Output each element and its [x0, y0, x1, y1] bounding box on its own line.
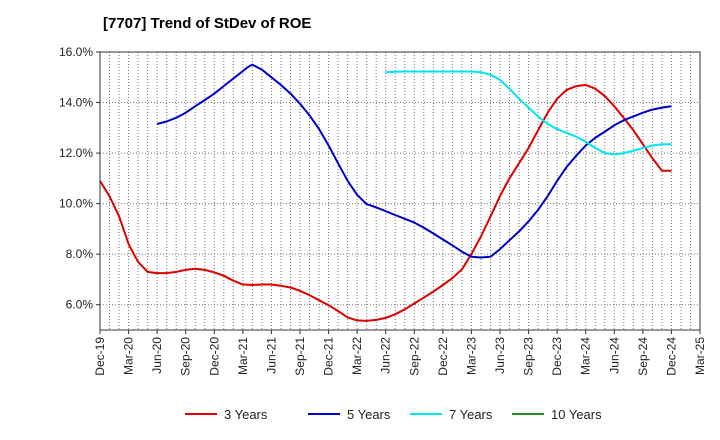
x-tick-label: Sep-22: [407, 337, 421, 376]
x-tick-label: Dec-22: [436, 337, 450, 376]
x-tick-label: Sep-24: [636, 337, 650, 376]
x-tick-label: Dec-21: [322, 337, 336, 376]
grid-lines: [100, 51, 700, 330]
x-tick-label: Dec-23: [550, 337, 564, 376]
x-tick-label: Dec-19: [93, 337, 107, 376]
x-tick-label: Mar-22: [350, 337, 364, 375]
y-tick-label: 14.0%: [59, 96, 93, 110]
plot-area: [99, 51, 701, 331]
x-tick-label: Dec-20: [207, 337, 221, 376]
x-tick-label: Sep-21: [293, 337, 307, 376]
x-axis: Dec-19 Mar-20 Jun-20 Sep-20 Dec-20 Mar-21 Jun-…: [93, 330, 707, 376]
legend-label-10-years: 10 Years: [551, 407, 602, 422]
legend-label-3-years: 3 Years: [224, 407, 268, 422]
series-line-5-years: [156, 63, 672, 259]
x-tick-label: Dec-24: [664, 337, 678, 376]
series-layer: [99, 63, 672, 322]
x-tick-label: Sep-23: [522, 337, 536, 376]
y-tick-label: 12.0%: [59, 146, 93, 160]
x-tick-label: Mar-25: [693, 337, 707, 375]
y-tick-label: 10.0%: [59, 197, 93, 211]
x-tick-label: Sep-20: [179, 337, 193, 376]
x-tick-label: Mar-20: [122, 337, 136, 375]
x-tick-label: Mar-23: [464, 337, 478, 375]
chart-title: [7707] Trend of StDev of ROE: [103, 15, 311, 32]
y-tick-label: 6.0%: [66, 298, 94, 312]
y-tick-label: 16.0%: [59, 45, 93, 59]
x-tick-label: Jun-21: [264, 337, 278, 374]
series-line-3-years: [99, 83, 672, 322]
x-tick-label: Jun-20: [150, 337, 164, 374]
legend-label-7-years: 7 Years: [449, 407, 493, 422]
y-axis: 6.0% 8.0% 10.0% 12.0% 14.0% 16.0%: [59, 45, 100, 312]
x-tick-label: Jun-23: [493, 337, 507, 374]
x-tick-label: Jun-24: [607, 337, 621, 374]
y-tick-label: 8.0%: [66, 247, 94, 261]
x-tick-label: Mar-24: [579, 337, 593, 375]
series-line-7-years: [385, 70, 672, 156]
legend-label-5-years: 5 Years: [347, 407, 391, 422]
x-tick-label: Mar-21: [236, 337, 250, 375]
x-tick-label: Jun-22: [379, 337, 393, 374]
legend: 3 Years 5 Years 7 Years 10 Years: [185, 407, 602, 422]
